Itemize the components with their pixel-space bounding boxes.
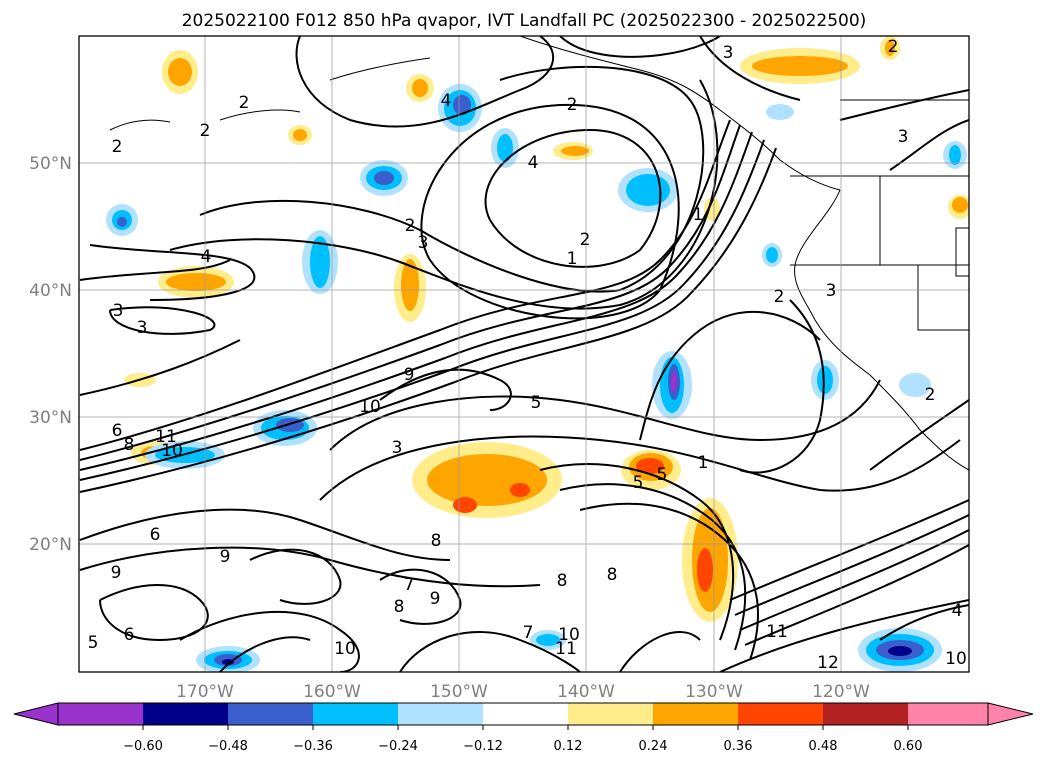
contour-label: 3 — [898, 127, 909, 147]
colorbar-tick-labels: −0.60 −0.48 −0.36 −0.24 −0.12 0.12 0.24 … — [123, 739, 922, 754]
contour-label: 3 — [137, 318, 148, 338]
colorbar-extend-low — [13, 702, 59, 726]
lat-label: 50°N — [29, 154, 72, 174]
contour-labels: 2 2 2 4 2 4 3 3 4 3 2 1 2 1 2 3 3 6 8 10 — [88, 37, 967, 673]
contour-label: 9 — [111, 563, 122, 583]
colorbar-bin — [143, 703, 228, 725]
contour-label: 10 — [945, 649, 967, 669]
contour-label: 8 — [557, 571, 568, 591]
contour-label: 9 — [220, 547, 231, 567]
contour-label: 2 — [925, 385, 936, 405]
lon-axis-labels: 170°W 160°W 150°W 140°W 130°W 120°W — [176, 682, 870, 702]
contour-label: 10 — [558, 625, 580, 645]
lat-label: 30°N — [29, 408, 72, 428]
colorbar-ticks — [142, 725, 909, 730]
colorbar-tick-label: −0.24 — [378, 739, 418, 754]
contour-label: 8 — [124, 435, 135, 455]
ivt-contours — [79, 36, 969, 672]
colorbar-bin — [313, 703, 398, 725]
colorbar-bin — [738, 703, 823, 725]
contour-label: 2 — [200, 121, 211, 141]
contour-label: 2 — [774, 287, 785, 307]
colorbar: −0.60 −0.48 −0.36 −0.24 −0.12 0.12 0.24 … — [13, 702, 1034, 754]
lon-label: 140°W — [557, 682, 615, 702]
map-frame — [78, 35, 970, 673]
contour-label: 5 — [657, 465, 668, 485]
contour-label: 3 — [418, 233, 429, 253]
colorbar-tick-label: 0.60 — [894, 739, 923, 754]
map-panel: 2 2 2 4 2 4 3 3 4 3 2 1 2 1 2 3 3 6 8 10 — [78, 35, 970, 673]
contour-label: 5 — [633, 473, 644, 493]
contour-label: 4 — [201, 247, 212, 267]
contour-label: 4 — [441, 91, 452, 111]
contour-label: 2 — [888, 37, 899, 57]
contour-label: 6 — [150, 525, 161, 545]
contour-label: 10 — [334, 639, 356, 659]
colorbar-bin — [398, 703, 483, 725]
contour-label: 4 — [528, 153, 539, 173]
contour-label: 2 — [567, 95, 578, 115]
contour-label: 1 — [567, 249, 578, 269]
colorbar-tick-label: 0.24 — [639, 739, 668, 754]
colorbar-bin — [908, 703, 988, 725]
contour-label: 8 — [431, 531, 442, 551]
contour-label: 6 — [124, 625, 135, 645]
contour-label: 2 — [239, 93, 250, 113]
lon-label: 120°W — [812, 682, 870, 702]
colorbar-tick-label: 0.36 — [724, 739, 753, 754]
contour-label: 4 — [952, 601, 963, 621]
contour-label: 9 — [404, 365, 415, 385]
colorbar-tick-label: −0.48 — [208, 739, 248, 754]
colorbar-frame — [57, 702, 989, 726]
colorbar-bin — [568, 703, 653, 725]
contour-label: 5 — [531, 393, 542, 413]
colorbar-extend-high — [987, 702, 1034, 726]
contour-label: 3 — [392, 438, 403, 458]
colorbar-tick-label: −0.36 — [293, 739, 333, 754]
contour-label: 6 — [112, 421, 123, 441]
lon-label: 160°W — [303, 682, 361, 702]
contour-label: 1 — [698, 453, 709, 473]
contour-label: 7 — [523, 623, 534, 643]
lat-lon-grid — [79, 36, 969, 672]
contour-label: 12 — [817, 653, 839, 673]
colorbar-tick-label: −0.60 — [123, 739, 163, 754]
lat-label: 20°N — [29, 535, 72, 555]
contour-label: 2 — [405, 216, 416, 236]
colorbar-tick-label: −0.12 — [463, 739, 503, 754]
lon-label: 150°W — [430, 682, 488, 702]
colorbar-tick-label: 0.48 — [809, 739, 838, 754]
contour-label: 5 — [88, 633, 99, 653]
colorbar-bin — [823, 703, 908, 725]
contour-label: 11 — [555, 639, 577, 659]
contour-label: 3 — [826, 281, 837, 301]
figure-title: 2025022100 F012 850 hPa qvapor, IVT Land… — [182, 11, 867, 31]
contour-label: 1 — [693, 205, 704, 225]
contour-label: 7 — [404, 575, 415, 595]
contour-label: 2 — [580, 230, 591, 250]
contour-label: 10 — [161, 441, 183, 461]
colorbar-bin — [228, 703, 313, 725]
contour-label: 11 — [155, 427, 177, 447]
contour-label: 9 — [430, 589, 441, 609]
colorbar-tick-label: 0.12 — [554, 739, 583, 754]
contour-label: 3 — [113, 301, 124, 321]
contour-label: 10 — [359, 397, 381, 417]
colorbar-bin — [653, 703, 738, 725]
contour-label: 3 — [723, 43, 734, 63]
contour-label: 8 — [394, 597, 405, 617]
contour-label: 11 — [766, 622, 788, 642]
lat-axis-labels: 50°N 40°N 30°N 20°N — [29, 154, 72, 555]
lon-label: 130°W — [685, 682, 743, 702]
lon-label: 170°W — [176, 682, 234, 702]
colorbar-bin — [58, 703, 143, 725]
contour-label: 8 — [607, 565, 618, 585]
contour-label: 2 — [112, 137, 123, 157]
colorbar-bin — [483, 703, 568, 725]
lat-label: 40°N — [29, 281, 72, 301]
